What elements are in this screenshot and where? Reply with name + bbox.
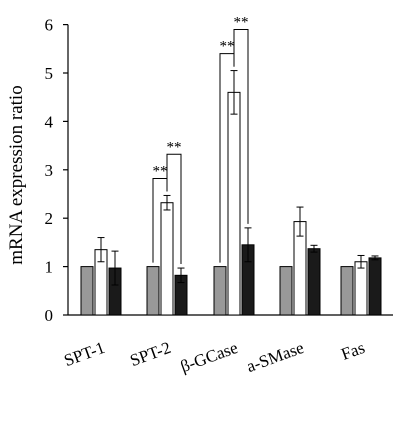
significance-label: ** bbox=[167, 139, 182, 155]
bar bbox=[340, 266, 354, 316]
bar bbox=[354, 261, 368, 316]
bar bbox=[307, 248, 321, 316]
y-tick-label: 4 bbox=[45, 112, 54, 131]
y-axis-label: mRNA expression ratio bbox=[6, 85, 27, 264]
axes: 0 1 2 3 4 5 6 SPT-1 SPT-2 β-GCase a-SMase Fas bbox=[45, 16, 393, 376]
y-tick-label: 5 bbox=[45, 64, 54, 83]
y-tick-label: 1 bbox=[45, 258, 54, 277]
x-tick-label: β-GCase bbox=[178, 338, 241, 376]
significance-bracket bbox=[166, 153, 182, 265]
bar bbox=[146, 266, 160, 316]
x-tick-label: a-SMase bbox=[244, 338, 306, 376]
significance-brackets: ** ** ** ** bbox=[152, 14, 249, 265]
bars bbox=[80, 70, 382, 316]
significance-label: ** bbox=[153, 164, 168, 180]
significance-label: ** bbox=[220, 39, 235, 55]
x-tick-label: SPT-1 bbox=[61, 338, 107, 370]
x-tick-label: SPT-2 bbox=[127, 338, 173, 370]
y-tick-label: 0 bbox=[45, 306, 54, 325]
y-tick-label: 6 bbox=[45, 16, 54, 35]
bar bbox=[213, 266, 227, 316]
y-tick-label: 2 bbox=[45, 209, 54, 228]
bar bbox=[279, 266, 293, 316]
significance-bracket bbox=[152, 178, 168, 263]
significance-label: ** bbox=[234, 14, 249, 30]
x-tick-label: Fas bbox=[339, 338, 368, 364]
bar bbox=[160, 202, 174, 316]
bar bbox=[227, 91, 241, 316]
significance-bracket bbox=[233, 28, 249, 224]
bar bbox=[80, 266, 94, 316]
y-tick-label: 3 bbox=[45, 161, 54, 180]
bar bbox=[368, 257, 382, 316]
